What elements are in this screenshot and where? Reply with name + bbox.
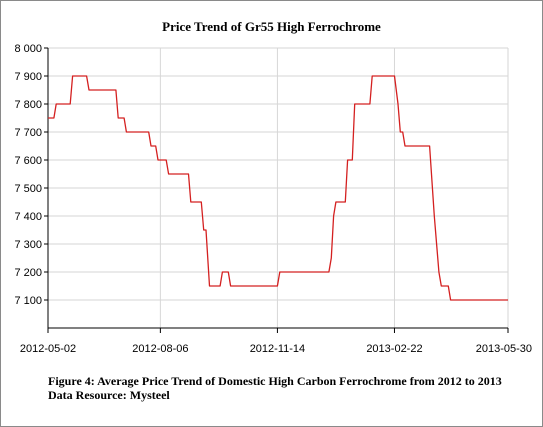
price-series-line <box>48 75 508 301</box>
figure-caption: Figure 4: Average Price Trend of Domesti… <box>48 374 502 388</box>
y-tick-label: 7 200 <box>14 267 42 279</box>
y-tick-label: 7 600 <box>14 155 42 167</box>
y-tick-label: 7 800 <box>14 99 42 111</box>
y-tick-label: 7 500 <box>14 183 42 195</box>
x-tick-label: 2013-05-30 <box>476 343 532 355</box>
y-tick-label: 7 100 <box>14 295 42 307</box>
x-tick-label: 2012-08-06 <box>132 343 188 355</box>
y-tick-label: 8 000 <box>14 43 42 55</box>
x-tick-label: 2013-02-22 <box>366 343 422 355</box>
data-source-caption: Data Resource: Mysteel <box>48 388 170 402</box>
y-tick-label: 7 900 <box>14 71 42 83</box>
x-tick-label: 2012-11-14 <box>250 343 305 355</box>
x-tick-label: 2012-05-02 <box>20 343 76 355</box>
y-tick-label: 7 400 <box>14 211 42 223</box>
chart-title: Price Trend of Gr55 High Ferrochrome <box>162 19 381 34</box>
y-tick-label: 7 700 <box>14 127 42 139</box>
y-tick-label: 7 300 <box>14 239 42 251</box>
